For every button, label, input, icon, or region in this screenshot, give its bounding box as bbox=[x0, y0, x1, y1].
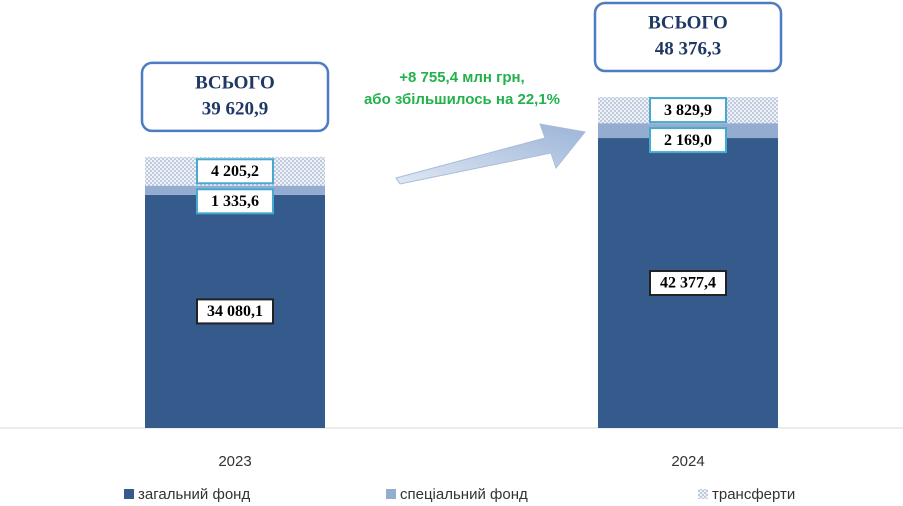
annotation: +8 755,4 млн грн, bbox=[399, 69, 524, 86]
x-tick-label: 2024 bbox=[671, 453, 704, 470]
value-label: 4 205,2 bbox=[211, 163, 259, 180]
total-title: ВСЬОГО bbox=[648, 12, 728, 33]
value-label-box bbox=[196, 188, 274, 215]
value-label: 1 335,6 bbox=[211, 193, 259, 210]
legend-marker bbox=[386, 489, 396, 499]
value-label-box bbox=[649, 270, 727, 297]
total-value: 39 620,9 bbox=[202, 98, 269, 119]
legend-label: загальний фонд bbox=[138, 486, 250, 503]
value-label: 34 080,1 bbox=[207, 303, 263, 320]
legend-marker bbox=[124, 489, 134, 499]
annotation: або збільшилось на 22,1% bbox=[364, 91, 560, 108]
legend-marker bbox=[698, 489, 708, 499]
legend-label: трансферти bbox=[712, 486, 795, 503]
value-label: 3 829,9 bbox=[664, 102, 712, 119]
value-label-box bbox=[196, 158, 274, 185]
total-title: ВСЬОГО bbox=[195, 72, 275, 93]
x-tick-label: 2023 bbox=[218, 453, 251, 470]
growth-arrow bbox=[395, 123, 586, 185]
value-label: 2 169,0 bbox=[664, 132, 712, 149]
total-value: 48 376,3 bbox=[655, 38, 722, 59]
legend-label: спеціальний фонд bbox=[400, 486, 528, 503]
total-box bbox=[140, 61, 330, 133]
value-label: 42 377,4 bbox=[660, 275, 716, 292]
total-box bbox=[593, 1, 783, 73]
value-label-box bbox=[196, 298, 274, 325]
value-label-box bbox=[649, 127, 727, 154]
value-label-box bbox=[649, 97, 727, 124]
